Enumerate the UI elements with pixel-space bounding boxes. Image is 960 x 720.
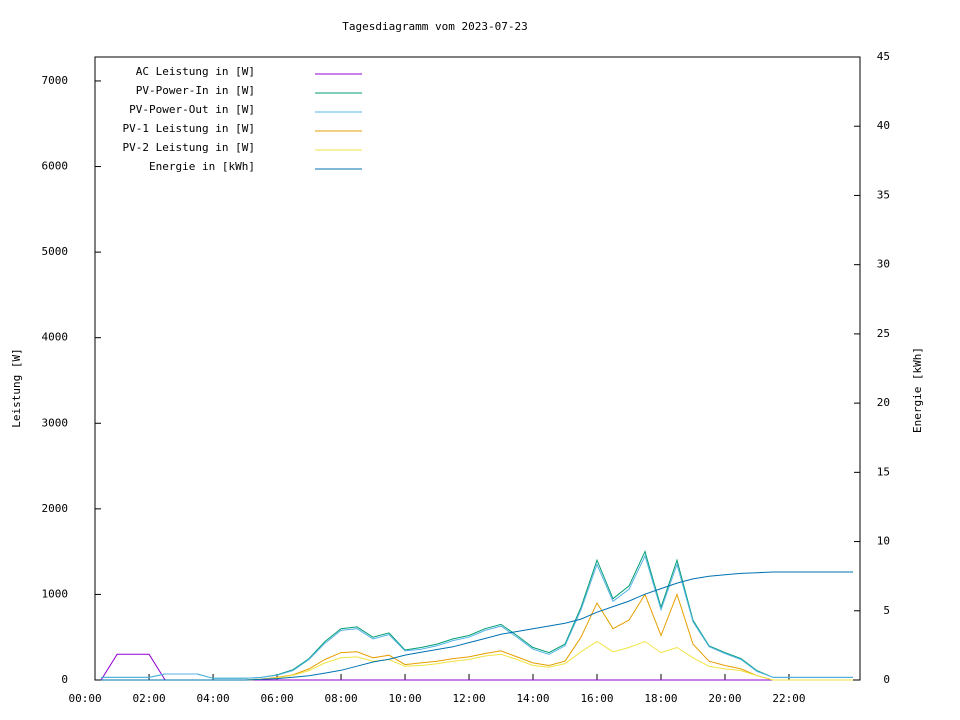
y2-tick-label: 35 — [877, 188, 890, 201]
y-tick-label: 6000 — [42, 160, 69, 173]
x-tick-label: 12:00 — [452, 692, 485, 705]
x-tick-label: 20:00 — [708, 692, 741, 705]
series-line — [101, 554, 853, 679]
y-axis-label: Leistung [W] — [10, 348, 23, 427]
y2-tick-label: 20 — [877, 396, 890, 409]
x-tick-label: 02:00 — [133, 692, 166, 705]
x-tick-label: 08:00 — [324, 692, 357, 705]
x-tick-label: 14:00 — [516, 692, 549, 705]
y-tick-label: 7000 — [42, 74, 69, 87]
y-tick-label: 4000 — [42, 331, 69, 344]
legend-label: PV-Power-Out in [W] — [129, 103, 255, 116]
y2-tick-label: 10 — [877, 535, 890, 548]
y-tick-label: 0 — [61, 673, 68, 686]
y2-tick-label: 45 — [877, 50, 890, 63]
legend-label: PV-Power-In in [W] — [136, 84, 255, 97]
y2-tick-label: 5 — [883, 604, 890, 617]
series-line — [101, 571, 853, 681]
y2-tick-label: 15 — [877, 465, 890, 478]
x-tick-label: 00:00 — [69, 692, 102, 705]
legend-label: PV-2 Leistung in [W] — [123, 141, 255, 154]
series-line — [101, 592, 853, 681]
y-tick-label: 3000 — [42, 416, 69, 429]
x-tick-label: 16:00 — [580, 692, 613, 705]
x-tick-label: 22:00 — [772, 692, 805, 705]
x-tick-label: 18:00 — [644, 692, 677, 705]
y-tick-label: 1000 — [42, 587, 69, 600]
y2-axis-label: Energie [kWh] — [911, 347, 924, 433]
x-tick-label: 06:00 — [260, 692, 293, 705]
x-tick-label: 10:00 — [388, 692, 421, 705]
y2-tick-label: 0 — [883, 673, 890, 686]
legend-label: AC Leistung in [W] — [136, 65, 255, 78]
x-tick-label: 04:00 — [196, 692, 229, 705]
series-line — [101, 640, 853, 681]
chart-title: Tagesdiagramm vom 2023-07-23 — [342, 20, 527, 33]
y2-tick-label: 30 — [877, 258, 890, 271]
y2-tick-label: 25 — [877, 327, 890, 340]
y2-tick-label: 40 — [877, 119, 890, 132]
legend-label: Energie in [kWh] — [149, 160, 255, 173]
y-tick-label: 2000 — [42, 502, 69, 515]
legend-label: PV-1 Leistung in [W] — [123, 122, 255, 135]
y-tick-label: 5000 — [42, 245, 69, 258]
